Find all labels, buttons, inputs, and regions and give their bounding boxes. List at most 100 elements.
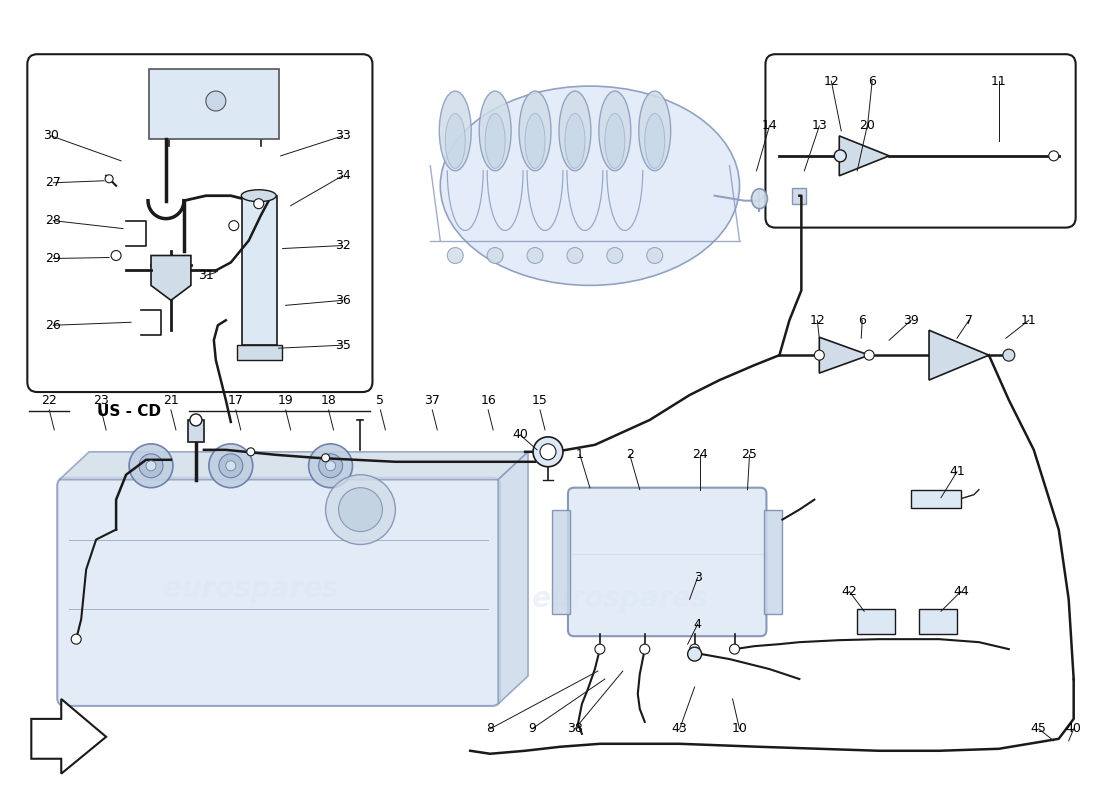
Text: 12: 12 [810,314,825,326]
Polygon shape [820,338,869,373]
Text: 11: 11 [1021,314,1036,326]
Circle shape [129,444,173,488]
Ellipse shape [439,91,471,170]
Ellipse shape [598,91,630,170]
Text: 9: 9 [528,722,536,735]
Text: 29: 29 [45,252,62,265]
Bar [236,345,282,360]
Text: 42: 42 [842,585,857,598]
Text: 6: 6 [868,74,876,88]
Text: 1: 1 [576,448,584,462]
Text: 37: 37 [425,394,440,406]
Circle shape [339,488,383,531]
Bar [242,196,277,345]
Bar [920,610,957,634]
Circle shape [106,174,113,182]
Bar [764,510,782,614]
Bar [857,610,895,634]
Text: 39: 39 [903,314,918,326]
Text: eurospares: eurospares [532,586,707,614]
Circle shape [865,350,874,360]
Circle shape [72,634,81,644]
Polygon shape [59,452,528,480]
Polygon shape [31,699,106,774]
Bar [911,490,961,508]
Text: 26: 26 [45,318,62,332]
Circle shape [487,247,503,263]
Circle shape [540,444,556,460]
Text: 17: 17 [228,394,244,406]
Text: 27: 27 [45,176,62,190]
Text: 14: 14 [761,119,778,133]
Text: 45: 45 [1031,722,1047,735]
Text: 35: 35 [334,338,351,352]
Circle shape [139,454,163,478]
Text: 38: 38 [566,722,583,735]
Circle shape [246,448,255,456]
Text: 19: 19 [278,394,294,406]
Text: 28: 28 [45,214,62,227]
Text: 4: 4 [694,618,702,630]
Circle shape [254,198,264,209]
Polygon shape [151,255,191,300]
Circle shape [690,644,700,654]
Circle shape [111,250,121,261]
Circle shape [527,247,543,263]
Text: 7: 7 [965,314,972,326]
Text: 23: 23 [94,394,109,406]
Circle shape [834,150,846,162]
Ellipse shape [559,91,591,170]
Ellipse shape [639,91,671,170]
Text: 18: 18 [320,394,337,406]
Ellipse shape [446,114,465,168]
Text: 13: 13 [812,119,827,133]
Bar [792,188,806,204]
Text: 15: 15 [532,394,548,406]
Circle shape [190,414,202,426]
Circle shape [146,461,156,470]
Circle shape [229,221,239,230]
Polygon shape [930,330,989,380]
Ellipse shape [751,189,768,209]
Circle shape [647,247,662,263]
FancyBboxPatch shape [57,478,500,706]
Circle shape [206,91,225,111]
Circle shape [219,454,243,478]
Text: 20: 20 [859,119,876,133]
Text: 40: 40 [513,428,528,442]
Ellipse shape [480,91,512,170]
Text: 40: 40 [1066,722,1081,735]
Text: 33: 33 [334,130,351,142]
Polygon shape [498,452,528,704]
Circle shape [326,461,336,470]
Ellipse shape [440,86,739,286]
Circle shape [448,247,463,263]
Text: 24: 24 [692,448,707,462]
Circle shape [321,454,330,462]
Text: eurospares: eurospares [163,575,339,603]
Text: 41: 41 [949,466,965,478]
Text: 32: 32 [334,239,351,252]
Text: 34: 34 [334,170,351,182]
FancyBboxPatch shape [28,54,373,392]
Text: 10: 10 [732,722,748,735]
Ellipse shape [519,91,551,170]
Text: US - CD: US - CD [97,405,161,419]
Circle shape [319,454,342,478]
Bar [188,420,204,442]
Ellipse shape [605,114,625,168]
Circle shape [209,444,253,488]
Circle shape [1048,151,1058,161]
Text: 6: 6 [858,314,866,326]
FancyBboxPatch shape [766,54,1076,228]
Text: 16: 16 [481,394,496,406]
Circle shape [607,247,623,263]
Circle shape [326,474,395,545]
Circle shape [814,350,824,360]
Bar [148,69,278,139]
FancyBboxPatch shape [568,488,767,636]
Text: 44: 44 [953,585,969,598]
Text: 30: 30 [43,130,59,142]
Text: 36: 36 [334,294,351,307]
Circle shape [595,644,605,654]
